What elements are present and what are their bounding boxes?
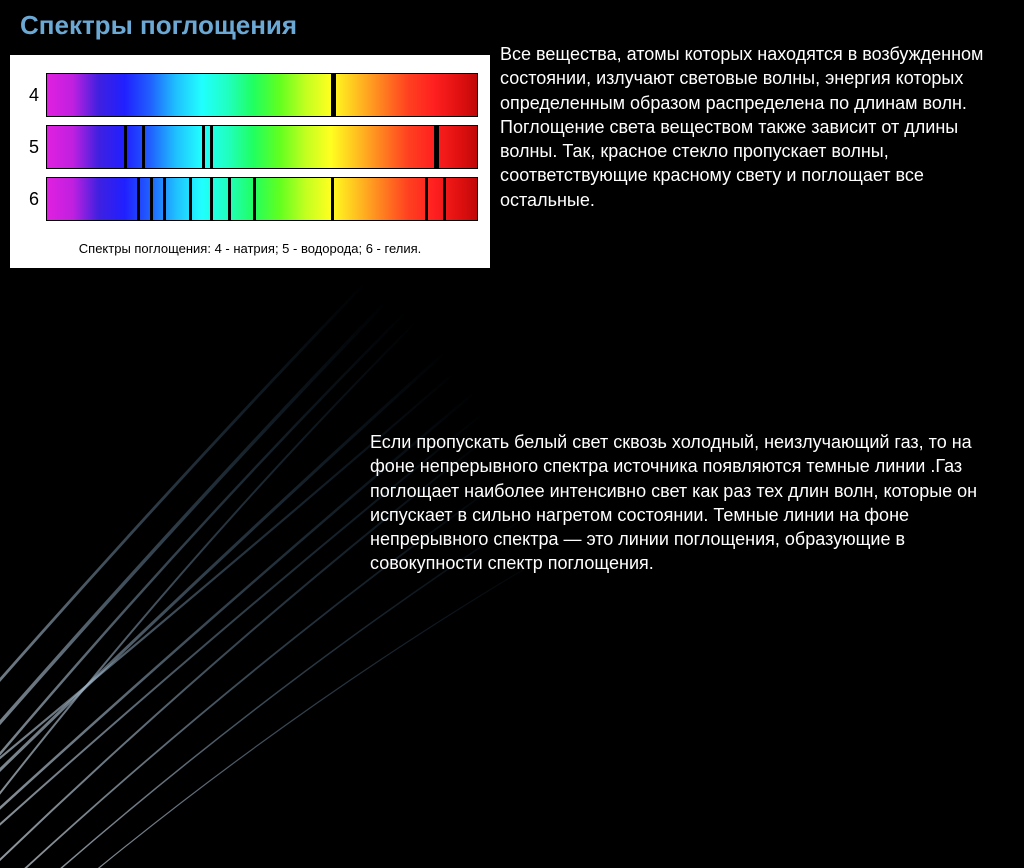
spectrum-row: 6 — [22, 177, 478, 221]
page-title: Спектры поглощения — [20, 10, 297, 41]
absorption-line — [124, 126, 127, 168]
chart-caption: Спектры поглощения: 4 - натрия; 5 - водо… — [22, 241, 478, 256]
absorption-line — [331, 74, 336, 116]
absorption-line — [202, 126, 205, 168]
spectrum-row-label: 5 — [22, 137, 46, 158]
absorption-line — [443, 178, 446, 220]
spectrum-bar — [46, 177, 478, 221]
absorption-line — [163, 178, 166, 220]
spectra-chart: 4 5 6 Спектры поглощения: 4 - натрия; 5 - … — [10, 55, 490, 268]
paragraph-description-2: Если пропускать белый свет сквозь холодн… — [370, 430, 1010, 576]
spectrum-row: 5 — [22, 125, 478, 169]
absorption-line — [142, 126, 145, 168]
absorption-line — [425, 178, 428, 220]
absorption-line — [434, 126, 439, 168]
absorption-line — [210, 178, 213, 220]
spectrum-row-label: 6 — [22, 189, 46, 210]
paragraph-description-1: Все вещества, атомы которых находятся в … — [500, 42, 1010, 212]
absorption-line — [150, 178, 153, 220]
absorption-line — [331, 178, 334, 220]
spectrum-row-label: 4 — [22, 85, 46, 106]
absorption-line — [253, 178, 256, 220]
spectrum-bar — [46, 73, 478, 117]
absorption-line — [137, 178, 140, 220]
spectrum-bar — [46, 125, 478, 169]
spectrum-row: 4 — [22, 73, 478, 117]
absorption-line — [228, 178, 231, 220]
absorption-line — [189, 178, 192, 220]
absorption-line — [210, 126, 213, 168]
